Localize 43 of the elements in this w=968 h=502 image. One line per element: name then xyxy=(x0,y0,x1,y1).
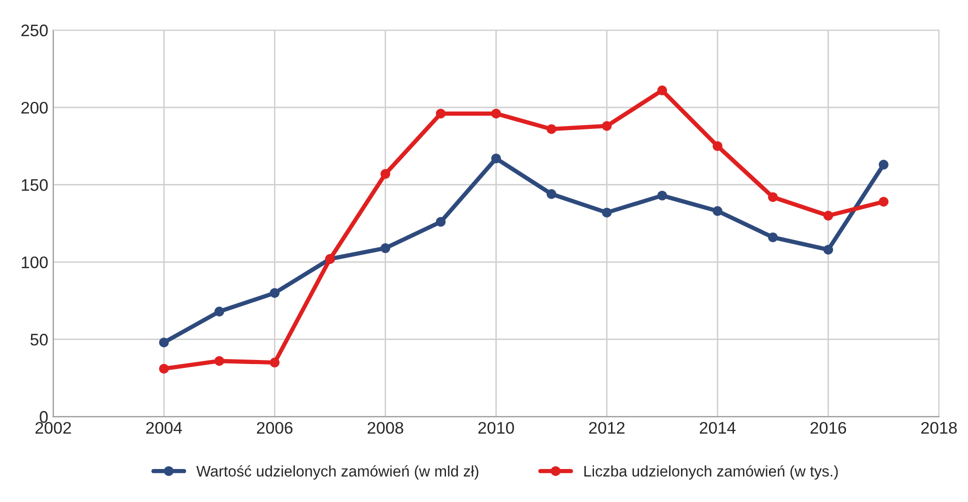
point xyxy=(436,108,446,118)
point xyxy=(491,108,501,118)
point xyxy=(214,306,224,316)
point xyxy=(491,154,501,164)
x-tick-label: 2006 xyxy=(256,422,292,434)
point xyxy=(380,243,390,253)
point xyxy=(270,288,280,298)
point xyxy=(602,121,612,131)
y-tick-label: 0 xyxy=(40,411,48,423)
x-tick-label: 2008 xyxy=(368,422,404,434)
legend-label: Wartość udzielonych zamówień (w mld zł) xyxy=(196,465,478,480)
point xyxy=(380,169,390,179)
point xyxy=(159,364,169,374)
point xyxy=(712,206,722,216)
y-tick-label: 150 xyxy=(22,179,48,191)
x-tick-label: 2018 xyxy=(921,422,957,434)
point xyxy=(546,124,556,134)
x-tick-label: 2014 xyxy=(700,422,736,434)
point xyxy=(823,244,834,255)
x-tick-label: 2004 xyxy=(146,422,182,434)
x-tick-label: 2012 xyxy=(589,422,625,434)
y-tick-label: 100 xyxy=(22,256,48,268)
point xyxy=(657,86,668,96)
x-tick-label: 2016 xyxy=(810,422,846,434)
point xyxy=(878,196,888,207)
legend-label: Liczba udzielonych zamówień (w tys.) xyxy=(584,465,838,480)
point xyxy=(436,216,446,227)
point xyxy=(768,232,778,242)
point xyxy=(657,190,668,200)
point xyxy=(712,141,722,151)
point xyxy=(546,189,556,199)
point xyxy=(159,338,169,348)
y-tick-label: 50 xyxy=(30,334,48,346)
x-tick-label: 2002 xyxy=(36,422,71,434)
point xyxy=(878,160,888,170)
point xyxy=(214,356,224,366)
point xyxy=(823,210,834,221)
y-tick-label: 200 xyxy=(21,102,48,114)
point xyxy=(768,192,778,202)
x-tick-label: 2010 xyxy=(478,422,514,434)
point xyxy=(602,208,612,218)
y-tick-label: 250 xyxy=(21,24,48,36)
point xyxy=(270,358,280,368)
